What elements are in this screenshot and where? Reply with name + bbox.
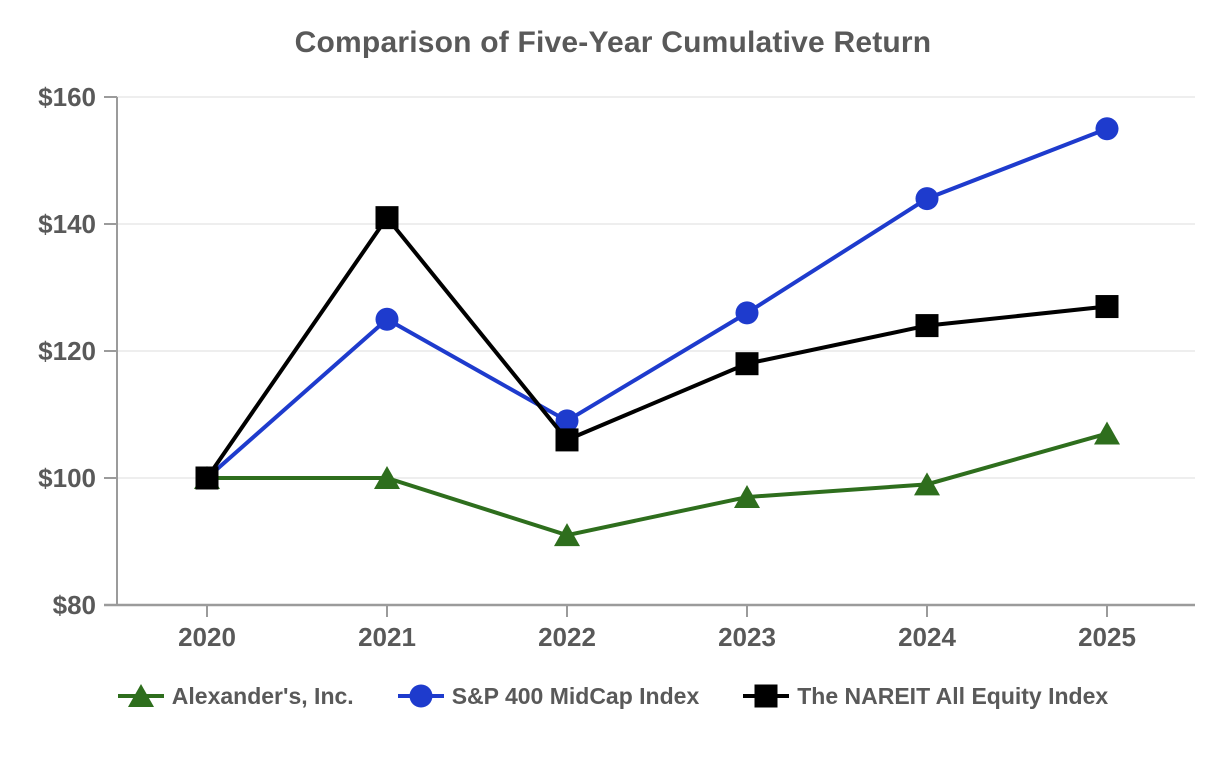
- data-point-marker: [1095, 295, 1119, 319]
- square-icon: [754, 684, 778, 708]
- series-triangle: [194, 421, 1120, 547]
- legend-item-label: The NAREIT All Equity Index: [797, 682, 1109, 709]
- legend-item-square: The NAREIT All Equity Index: [743, 682, 1108, 710]
- y-tick-label: $140: [38, 209, 96, 239]
- data-point-marker: [915, 187, 939, 211]
- data-point-marker: [1094, 421, 1120, 445]
- legend-item-label: S&P 400 MidCap Index: [451, 682, 700, 709]
- data-point-marker: [555, 428, 579, 452]
- line-chart-plot: $80 $100 $120 $140 $160 2020 2021 2022 2023 2024 2…: [38, 82, 1195, 652]
- legend-item-label: Alexander's, Inc.: [171, 682, 354, 709]
- data-point-marker: [735, 301, 759, 325]
- y-tick-label: $160: [38, 82, 96, 112]
- data-point-marker: [914, 472, 940, 496]
- data-point-marker: [734, 485, 760, 509]
- data-point-marker: [375, 206, 399, 230]
- data-point-marker: [374, 466, 400, 489]
- x-tick-label: 2021: [358, 622, 416, 652]
- y-tick-label: $80: [53, 590, 96, 620]
- data-point-marker: [555, 409, 579, 433]
- x-tick-label: 2025: [1078, 622, 1136, 652]
- series-square: [195, 206, 1119, 490]
- y-tick-label: $120: [38, 336, 96, 366]
- chart-legend: Alexander's, Inc. S&P 400 MidCap Index T…: [0, 682, 1226, 710]
- circle-icon: [409, 684, 433, 708]
- series-line: [207, 431, 1108, 538]
- chart-title: Comparison of Five-Year Cumulative Retur…: [294, 26, 932, 59]
- data-point-marker: [1095, 117, 1119, 141]
- series-line: [205, 214, 1108, 480]
- data-point-marker: [554, 523, 580, 547]
- data-point-marker: [195, 466, 219, 490]
- x-tick-label: 2023: [718, 622, 776, 652]
- x-tick-label: 2020: [178, 622, 236, 652]
- triangle-icon: [127, 684, 154, 707]
- x-tick-label: 2022: [538, 622, 596, 652]
- data-point-marker: [375, 307, 399, 331]
- y-tick-label: $100: [38, 463, 96, 493]
- legend-marker-icon: [743, 684, 790, 708]
- legend-item-circle: S&P 400 MidCap Index: [397, 682, 700, 710]
- x-tick-label: 2024: [898, 622, 956, 652]
- series-circle: [195, 117, 1119, 490]
- legend-marker-icon: [117, 684, 164, 707]
- data-point-marker: [915, 314, 939, 338]
- data-point-marker: [735, 352, 759, 376]
- series-line: [205, 126, 1108, 480]
- legend-marker-icon: [397, 684, 444, 708]
- legend-item-triangle: Alexander's, Inc.: [117, 682, 354, 710]
